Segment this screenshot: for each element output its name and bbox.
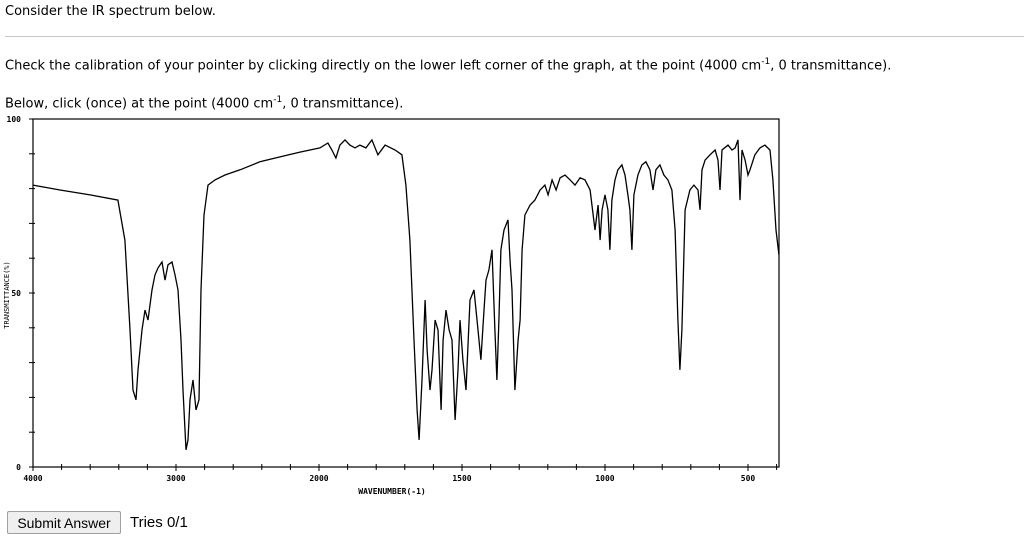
calibration-superscript: -1	[761, 57, 771, 67]
x-tick-label: 1000	[595, 474, 614, 483]
click-text: Below, click (once) at the point (4000 c…	[5, 96, 274, 112]
ir-spectrum-chart[interactable]: 4000 3000 2000 1500 1000 500 0 50 100 WAVENUMBER…	[0, 112, 790, 497]
click-text-end: , 0 transmittance).	[282, 96, 404, 112]
spectrum-line	[32, 138, 780, 451]
plot-frame	[32, 118, 780, 468]
y-tick-label: 50	[11, 289, 21, 298]
x-tick-label: 1500	[452, 474, 471, 483]
y-tick-label: 0	[16, 463, 21, 472]
chart-tick-labels: 4000 3000 2000 1500 1000 500 0 50 100	[7, 115, 756, 483]
x-axis-label: WAVENUMBER(-1)	[358, 487, 425, 496]
calibration-text: Check the calibration of your pointer by…	[5, 58, 762, 74]
tries-counter: Tries 0/1	[130, 514, 188, 531]
x-tick-label: 2000	[309, 474, 328, 483]
x-tick-label: 3000	[166, 474, 185, 483]
x-tick-label: 4000	[23, 474, 42, 483]
y-tick-label: 100	[7, 115, 22, 124]
divider	[5, 36, 1024, 37]
click-superscript: -1	[273, 95, 283, 105]
calibration-text-end: , 0 transmittance).	[770, 58, 892, 74]
submit-answer-button[interactable]: Submit Answer	[7, 511, 121, 534]
chart-axes	[32, 118, 780, 468]
calibration-instructions: Check the calibration of your pointer by…	[5, 57, 891, 73]
chart-ticks	[29, 118, 778, 471]
x-tick-label: 500	[741, 474, 756, 483]
click-instructions: Below, click (once) at the point (4000 c…	[5, 95, 403, 111]
y-axis-label: TRANSMITTANCE(%)	[3, 261, 11, 328]
question-intro: Consider the IR spectrum below.	[5, 4, 216, 19]
